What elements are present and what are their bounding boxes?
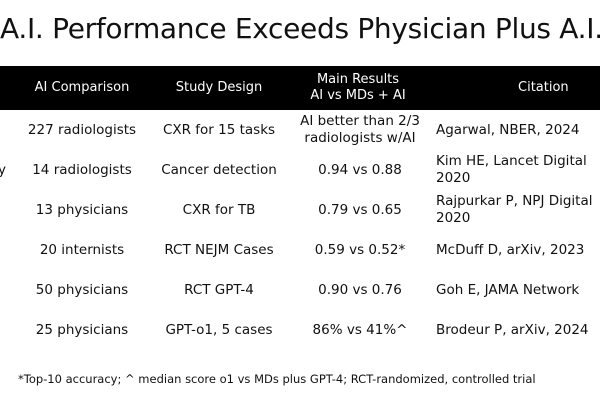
citation-cell: Agarwal, NBER, 2024 [436, 121, 580, 138]
main-results-cell: 0.90 vs 0.76 [318, 281, 402, 298]
main-results-cell: AI better than 2/3 radiologists w/AI [300, 113, 420, 146]
table-row: 13 physicians CXR for TB 0.79 vs 0.65 Rajpu… [0, 190, 600, 230]
study-design-cell: CXR for 15 tasks [162, 121, 276, 138]
study-design-cell: RCT GPT-4 [184, 281, 254, 298]
study-design-cell: RCT NEJM Cases [164, 241, 274, 258]
main-results-cell: 0.59 vs 0.52* [314, 241, 406, 258]
ai-comparison-cell: 13 physicians [35, 201, 129, 218]
study-design-cell: CXR for TB [182, 201, 256, 218]
table-row: 227 radiologists CXR for 15 tasks AI bette… [0, 110, 600, 150]
citation-cell: Goh E, JAMA Network [436, 281, 580, 298]
ai-comparison-cell: 227 radiologists [27, 121, 137, 138]
header-citation: Citation [518, 80, 569, 95]
citation-cell: Rajpurkar P, NPJ Digital 2020 [436, 193, 593, 226]
ai-comparison-cell: 25 physicians [35, 321, 129, 338]
header-main-results: Main Results AI vs MDs + AI [292, 66, 424, 110]
main-results-cell: 86% vs 41%^ [312, 321, 408, 338]
header-main-results-text: Main Results AI vs MDs + AI [310, 72, 406, 103]
citation-cell: Kim HE, Lancet Digital 2020 [436, 153, 587, 186]
header-ai-comparison: AI Comparison [34, 80, 130, 95]
study-design-cell: GPT-o1, 5 cases [165, 321, 273, 338]
header-cell-cutoff: e [0, 66, 16, 110]
table-body: 227 radiologists CXR for 15 tasks AI bette… [0, 110, 600, 350]
main-results-cell: 0.79 vs 0.65 [318, 201, 402, 218]
main-results-cell: 0.94 vs 0.88 [318, 161, 402, 178]
ai-comparison-cell: 14 radiologists [32, 161, 132, 178]
table-header: e AI Comparison Study Design Main Result… [0, 66, 600, 110]
citation-cell: McDuff D, arXiv, 2023 [436, 241, 585, 258]
footnote: *Top-10 accuracy; ^ median score o1 vs M… [18, 372, 536, 386]
table-row: 20 internists RCT NEJM Cases 0.59 vs 0.52*… [0, 230, 600, 270]
ai-comparison-cell: 50 physicians [35, 281, 129, 298]
ai-comparison-cell: 20 internists [39, 241, 125, 258]
table-row: 25 physicians GPT-o1, 5 cases 86% vs 41%^ B… [0, 310, 600, 350]
citation-cell: Brodeur P, arXiv, 2024 [436, 321, 589, 338]
comparison-table: e AI Comparison Study Design Main Result… [0, 66, 600, 350]
study-design-cell: Cancer detection [161, 161, 277, 178]
table-row: 50 physicians RCT GPT-4 0.90 vs 0.76 Goh E,… [0, 270, 600, 310]
header-study-design: Study Design [175, 80, 263, 95]
row-cutoff-cell: y [0, 161, 6, 178]
table-row: y 14 radiologists Cancer detection 0.94 vs … [0, 150, 600, 190]
slide-title: A.I. Performance Exceeds Physician Plus … [0, 12, 600, 45]
